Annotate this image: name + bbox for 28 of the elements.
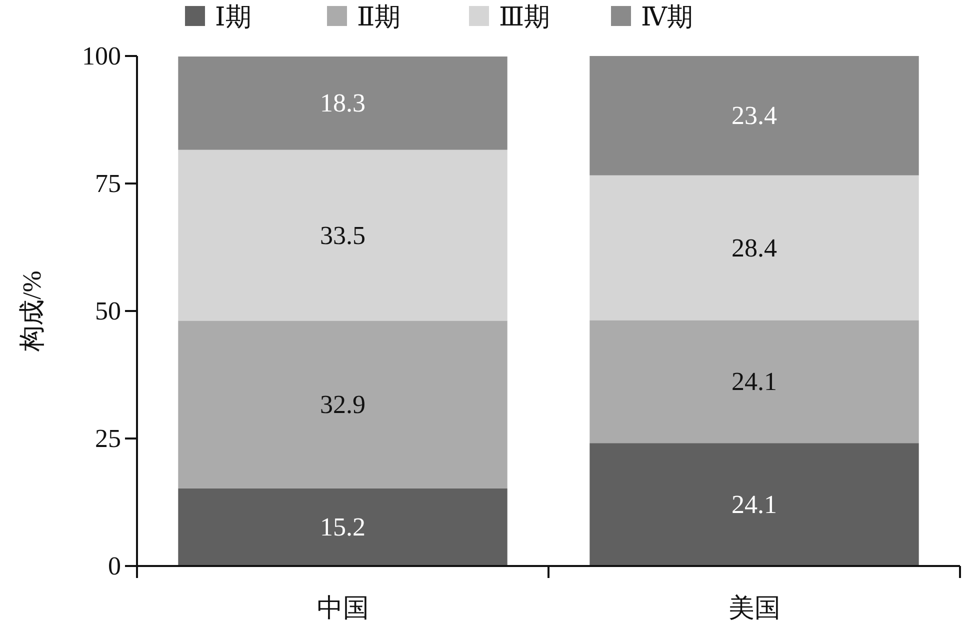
bar — [178, 320, 508, 488]
bar — [178, 488, 508, 566]
y-tick-label: 100 — [82, 42, 121, 70]
legend-label: Ⅳ期 — [641, 2, 693, 32]
bar — [590, 56, 919, 176]
data-label: 23.4 — [732, 101, 777, 130]
bar — [590, 443, 919, 566]
y-tick-label: 25 — [95, 424, 121, 453]
y-tick-label: 50 — [95, 296, 121, 326]
y-tick-label: 0 — [108, 552, 121, 580]
data-label: 24.1 — [732, 367, 777, 396]
x-tick-label: 美国 — [728, 594, 780, 622]
bar — [590, 320, 919, 444]
bar — [178, 150, 508, 321]
bar — [178, 56, 508, 150]
data-label: 18.3 — [320, 88, 366, 118]
legend-label: Ⅰ期 — [215, 2, 252, 32]
data-label: 33.5 — [320, 220, 366, 250]
data-label: 24.1 — [732, 490, 777, 520]
y-tick-label: 75 — [95, 169, 121, 198]
legend-label: Ⅲ期 — [499, 2, 550, 32]
data-label: 32.9 — [320, 390, 366, 420]
legend-label: Ⅱ期 — [357, 2, 401, 32]
bar — [590, 175, 919, 320]
data-label: 28.4 — [732, 233, 777, 262]
data-label: 15.2 — [320, 512, 366, 542]
y-axis-title: 构成/% — [18, 270, 46, 352]
x-tick-label: 中国 — [316, 594, 369, 622]
